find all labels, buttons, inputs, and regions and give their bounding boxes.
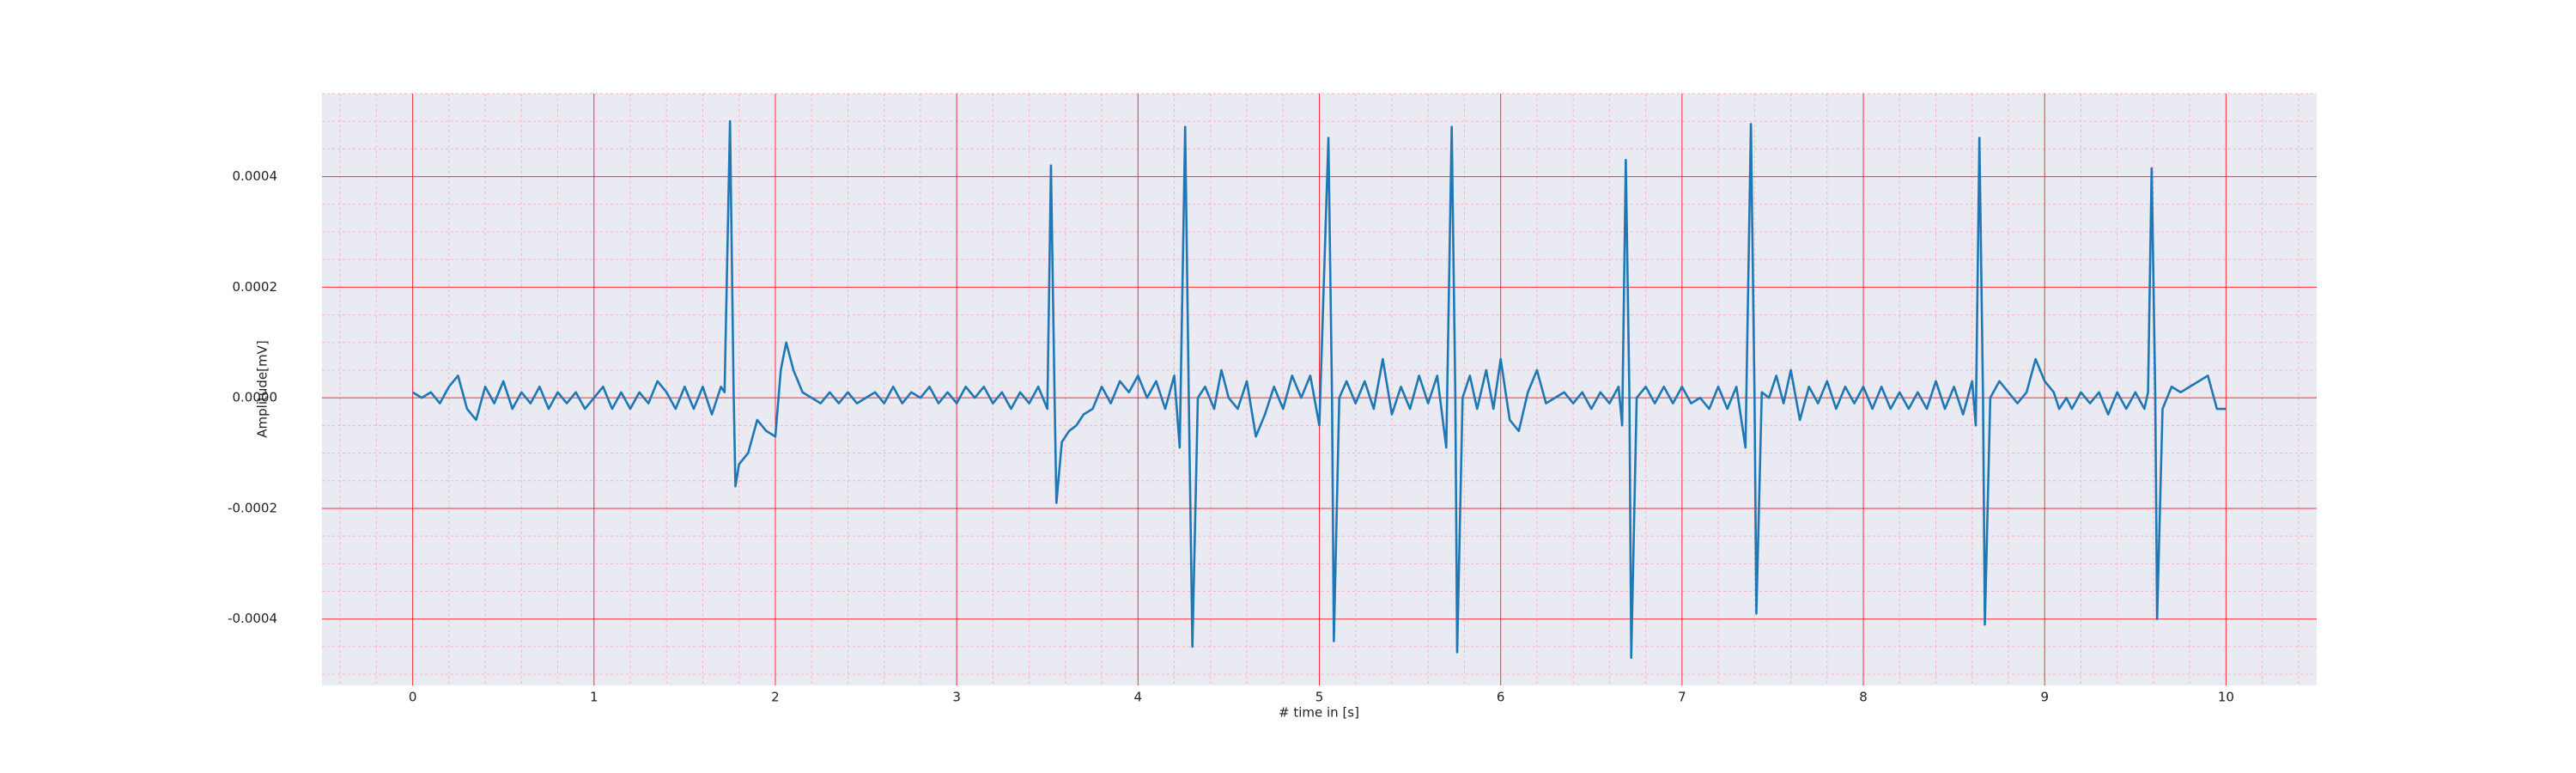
y-axis-label: Amplitude[mV]: [255, 340, 270, 437]
y-tick-label: -0.0002: [228, 500, 277, 515]
x-tick-label: 10: [2218, 690, 2234, 705]
x-axis-label: # time in [s]: [1279, 705, 1359, 721]
x-tick-label: 5: [1315, 690, 1324, 705]
signal-line: [411, 119, 2227, 660]
y-tick-label: 0.0004: [233, 168, 278, 184]
x-tick-label: 2: [771, 690, 780, 705]
x-tick-label: 3: [952, 690, 961, 705]
y-tick-label: 0.0000: [233, 390, 278, 405]
x-tick-label: 6: [1497, 690, 1505, 705]
y-tick-label: 0.0002: [233, 279, 278, 295]
x-tick-label: 0: [409, 690, 417, 705]
y-tick-label: -0.0004: [228, 611, 277, 626]
x-tick-label: 8: [1859, 690, 1868, 705]
x-tick-label: 4: [1134, 690, 1143, 705]
x-tick-label: 9: [2040, 690, 2049, 705]
x-tick-label: 7: [1678, 690, 1686, 705]
x-tick-label: 1: [590, 690, 598, 705]
